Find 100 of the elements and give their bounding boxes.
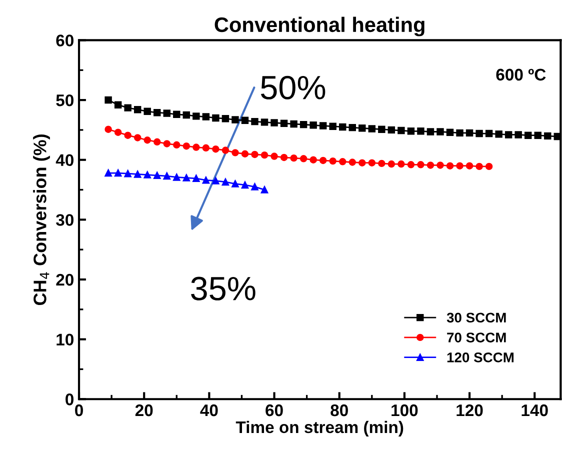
point <box>163 110 170 117</box>
y-tick-label: 30 <box>56 214 74 226</box>
point <box>544 132 552 140</box>
point <box>241 181 249 189</box>
point <box>192 174 200 182</box>
point <box>417 161 424 168</box>
point <box>504 131 512 138</box>
chart-title: Conventional heating <box>214 16 424 36</box>
point <box>388 126 396 134</box>
point <box>446 128 454 136</box>
point <box>154 138 161 146</box>
point <box>163 140 170 148</box>
point <box>134 134 142 142</box>
point <box>154 172 161 180</box>
x-tick-label: 100 <box>392 404 418 416</box>
point <box>134 170 142 178</box>
point <box>182 142 190 150</box>
point <box>300 120 308 128</box>
y-tick-label: 0 <box>66 394 74 406</box>
point <box>485 130 493 138</box>
y-tick-label: 40 <box>56 154 74 166</box>
point <box>104 96 112 104</box>
point <box>426 162 434 169</box>
point <box>534 132 542 139</box>
point <box>319 122 327 130</box>
point <box>212 114 220 122</box>
annotation: 50% <box>260 76 326 100</box>
point <box>358 124 366 132</box>
point <box>173 141 180 149</box>
point <box>456 162 464 170</box>
point <box>280 120 288 127</box>
point <box>232 149 239 156</box>
point <box>182 111 190 119</box>
point <box>114 169 122 177</box>
point <box>368 125 376 132</box>
point <box>202 113 210 120</box>
point <box>495 130 502 138</box>
point <box>319 156 327 164</box>
point <box>144 108 151 116</box>
point <box>270 119 278 126</box>
x-tick-label: 0 <box>75 404 83 416</box>
x-tick-label: 120 <box>456 404 483 416</box>
point <box>280 154 288 162</box>
point <box>192 112 200 120</box>
point <box>310 156 317 164</box>
point <box>466 129 474 137</box>
point <box>232 116 239 124</box>
point <box>368 159 376 166</box>
point <box>241 116 249 124</box>
legend-label: 120 SCCM <box>447 352 514 362</box>
point <box>212 145 220 153</box>
point <box>202 176 210 184</box>
x-tick-label: 20 <box>135 404 153 416</box>
point <box>329 122 336 130</box>
point <box>456 129 464 137</box>
point <box>329 157 336 165</box>
point <box>104 126 112 133</box>
point <box>222 178 230 186</box>
y-tick-label: 20 <box>56 274 74 286</box>
annotation: 600 ºC <box>496 68 546 81</box>
point <box>524 132 532 139</box>
point <box>348 158 356 166</box>
x-axis-title: Time on stream (min) <box>236 420 404 436</box>
point <box>222 146 230 154</box>
point <box>232 180 239 188</box>
point <box>173 110 180 118</box>
point <box>466 162 474 170</box>
point <box>485 162 493 170</box>
point <box>192 144 200 151</box>
point <box>173 174 180 181</box>
x-tick-label: 40 <box>200 404 218 416</box>
point <box>398 126 405 134</box>
point <box>144 136 151 144</box>
point <box>476 162 483 170</box>
point <box>182 174 190 182</box>
point <box>378 160 386 168</box>
point <box>339 158 346 166</box>
point <box>407 161 415 168</box>
point <box>300 155 308 162</box>
point <box>290 154 298 162</box>
point <box>154 108 161 116</box>
legend-label: 70 SCCM <box>447 332 506 342</box>
point <box>270 152 278 160</box>
point <box>426 128 434 136</box>
point <box>260 186 268 194</box>
point <box>124 104 132 112</box>
legend-label: 30 SCCM <box>446 312 506 323</box>
point <box>251 118 258 126</box>
point <box>290 120 298 128</box>
point <box>251 183 258 190</box>
point <box>260 118 268 126</box>
x-tick-label: 80 <box>330 404 348 416</box>
point <box>222 114 230 122</box>
point <box>339 123 346 131</box>
point <box>124 132 132 139</box>
point <box>388 160 396 168</box>
point <box>378 126 386 133</box>
point <box>114 101 122 108</box>
point <box>348 124 356 132</box>
point <box>163 172 170 180</box>
